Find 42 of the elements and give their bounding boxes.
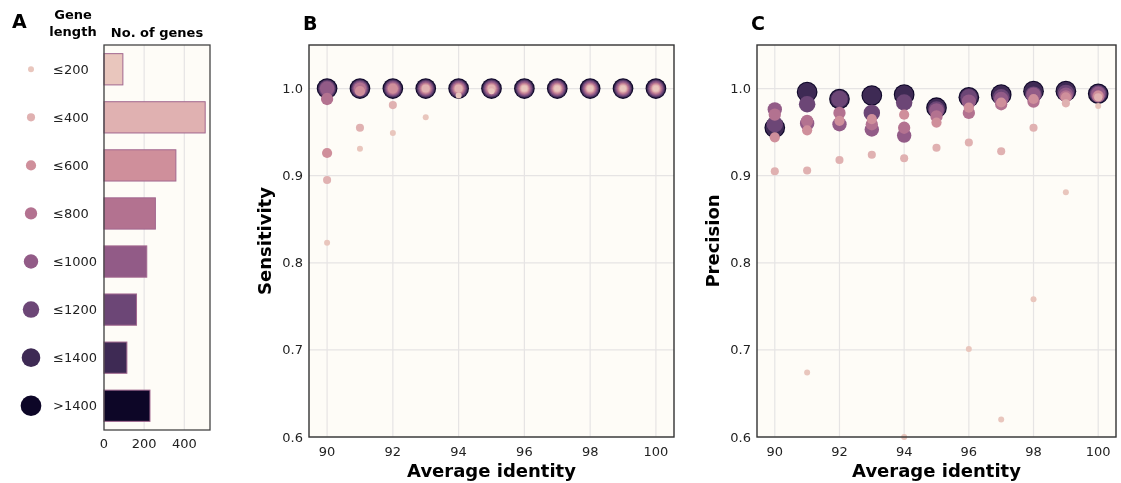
x-tick-label: 100 — [643, 444, 669, 459]
x-tick-label: 200 — [131, 436, 157, 451]
y-axis-title: Gene length — [49, 7, 97, 39]
y-tick-label: 0.8 — [282, 255, 303, 271]
x-tick-label: 96 — [960, 444, 978, 459]
x-tick-label: 0 — [99, 436, 109, 451]
chart-title: A — [12, 10, 27, 32]
y-tick-label: 0.6 — [730, 429, 751, 445]
y-tick-label: 0.7 — [730, 342, 751, 358]
y-tick-label: ≤400 — [53, 109, 89, 125]
x-axis-title: Average identity — [852, 460, 1022, 481]
y-tick-label: ≤1000 — [53, 254, 97, 270]
chart-title: C — [751, 12, 765, 34]
y-axis-title: Sensitivity — [254, 186, 275, 295]
x-tick-label: 92 — [831, 444, 848, 459]
y-tick-label: 1.0 — [730, 81, 751, 97]
x-tick-label: 96 — [516, 444, 533, 459]
x-tick-label: 100 — [1085, 444, 1111, 459]
x-tick-label: 94 — [450, 444, 467, 459]
y-tick-label: 0.7 — [282, 342, 303, 358]
x-tick-label: 92 — [384, 444, 402, 459]
chart-title: B — [303, 12, 318, 34]
x-axis-title: No. of genes — [110, 25, 204, 40]
y-tick-label: ≤600 — [53, 157, 89, 173]
x-tick-label: 98 — [1025, 444, 1042, 459]
y-tick-label: ≤1200 — [53, 302, 97, 318]
y-tick-label: 0.6 — [282, 429, 303, 445]
y-axis-title: Precision — [702, 194, 723, 288]
y-tick-label: 0.8 — [730, 255, 751, 271]
x-tick-label: 94 — [895, 444, 913, 459]
x-tick-label: 90 — [766, 444, 784, 459]
y-tick-label: ≤1400 — [53, 350, 97, 366]
x-tick-label: 400 — [171, 436, 197, 451]
y-tick-label: 0.9 — [282, 168, 303, 184]
y-tick-label: >1400 — [53, 398, 97, 414]
x-tick-label: 98 — [581, 444, 599, 459]
x-axis-title: Average identity — [407, 460, 577, 481]
x-tick-label: 90 — [318, 444, 336, 459]
y-tick-label: 1.0 — [282, 81, 303, 97]
y-tick-label: ≤200 — [53, 61, 89, 77]
y-tick-label: ≤800 — [53, 206, 89, 222]
y-tick-label: 0.9 — [730, 168, 751, 184]
